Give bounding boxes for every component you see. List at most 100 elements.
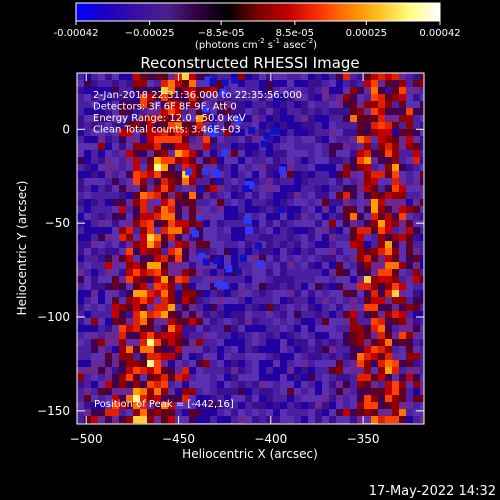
heatmap-cell: [301, 339, 309, 347]
heatmap-cell: [154, 73, 162, 81]
heatmap-cell: [357, 206, 365, 214]
heatmap-cell: [336, 262, 344, 270]
heatmap-cell: [301, 346, 309, 354]
heatmap-cell: [238, 157, 246, 165]
heatmap-cell: [329, 297, 337, 305]
heatmap-cell: [189, 94, 197, 102]
heatmap-cell: [308, 346, 316, 354]
heatmap-cell: [133, 122, 141, 130]
heatmap-cell: [378, 192, 386, 200]
heatmap-cell: [77, 73, 85, 81]
heatmap-cell: [371, 171, 379, 179]
heatmap-cell: [315, 94, 323, 102]
heatmap-cell: [385, 381, 393, 389]
heatmap-cell: [133, 381, 141, 389]
heatmap-cell: [357, 234, 365, 242]
heatmap-cell: [112, 269, 120, 277]
heatmap-cell: [273, 269, 281, 277]
heatmap-cell: [420, 241, 424, 249]
heatmap-cell: [105, 122, 113, 130]
heatmap-cell: [217, 73, 225, 81]
heatmap-cell: [399, 353, 407, 361]
heatmap-cell: [301, 185, 309, 193]
heatmap-cell: [119, 297, 127, 305]
heatmap-cell: [266, 150, 274, 158]
heatmap-cell: [259, 290, 267, 298]
heatmap-cell: [385, 143, 393, 151]
heatmap-cell: [343, 115, 351, 123]
heatmap-cell: [196, 367, 204, 375]
heatmap-cell: [378, 87, 386, 95]
heatmap-cell: [301, 409, 309, 417]
heatmap-cell: [287, 87, 295, 95]
heatmap-cell: [322, 101, 330, 109]
heatmap-cell: [189, 395, 197, 403]
heatmap-cell: [112, 87, 120, 95]
heatmap-cell: [294, 283, 302, 291]
heatmap-cell: [364, 80, 372, 88]
heatmap-cell: [294, 80, 302, 88]
heatmap-cell: [112, 213, 120, 221]
heatmap-cell: [273, 297, 281, 305]
heatmap-cell: [385, 353, 393, 361]
heatmap-cell: [322, 206, 330, 214]
heatmap-cell: [301, 353, 309, 361]
heatmap-cell: [350, 297, 358, 305]
heatmap-cell: [385, 171, 393, 179]
heatmap-cell: [154, 227, 162, 235]
heatmap-cell: [133, 409, 141, 417]
heatmap-cell: [357, 353, 365, 361]
heatmap-cell: [343, 276, 351, 284]
heatmap-cell: [112, 234, 120, 242]
heatmap-cell: [399, 129, 407, 137]
heatmap-cell: [98, 395, 106, 403]
heatmap-cell: [420, 206, 424, 214]
heatmap-cell: [133, 283, 141, 291]
heatmap-cell: [385, 73, 393, 81]
heatmap-cell: [294, 381, 302, 389]
heatmap-cell: [301, 213, 309, 221]
heatmap-cell: [329, 143, 337, 151]
heatmap-cell: [91, 360, 99, 368]
heatmap-cell: [231, 374, 239, 382]
heatmap-cell: [357, 409, 365, 417]
heatmap-cell: [266, 367, 274, 375]
heatmap-cell: [91, 73, 99, 81]
heatmap-cell: [119, 227, 127, 235]
heatmap-cell: [105, 339, 113, 347]
heatmap-cell: [254, 242, 262, 250]
heatmap-cell: [175, 339, 183, 347]
heatmap-cell: [189, 150, 197, 158]
heatmap-cell: [105, 143, 113, 151]
heatmap-cell: [84, 87, 92, 95]
heatmap-cell: [406, 248, 414, 256]
heatmap-cell: [245, 80, 253, 88]
heatmap-cell: [336, 360, 344, 368]
heatmap-cell: [98, 311, 106, 319]
heatmap-cell: [77, 395, 85, 403]
heatmap-cell: [77, 87, 85, 95]
heatmap-cell: [140, 192, 148, 200]
heatmap-cell: [175, 353, 183, 361]
heatmap-cell: [98, 94, 106, 102]
heatmap-cell: [257, 260, 265, 268]
heatmap-cell: [84, 409, 92, 417]
heatmap-cell: [231, 192, 239, 200]
heatmap-cell: [336, 381, 344, 389]
heatmap-cell: [105, 318, 113, 326]
heatmap-cell: [133, 395, 141, 403]
annotation-line: 2-Jan-2018 22:31:36.000 to 22:35:56.000: [93, 90, 302, 101]
heatmap-cell: [364, 213, 372, 221]
heatmap-cell: [210, 227, 218, 235]
heatmap-cell: [245, 157, 253, 165]
heatmap-cell: [322, 283, 330, 291]
heatmap-cell: [371, 157, 379, 165]
heatmap-cell: [217, 290, 225, 298]
heatmap-cell: [238, 122, 246, 130]
heatmap-cell: [161, 318, 169, 326]
heatmap-cell: [112, 171, 120, 179]
heatmap-cell: [336, 164, 344, 172]
heatmap-cell: [133, 388, 141, 396]
heatmap-cell: [126, 87, 134, 95]
heatmap-cell: [294, 143, 302, 151]
